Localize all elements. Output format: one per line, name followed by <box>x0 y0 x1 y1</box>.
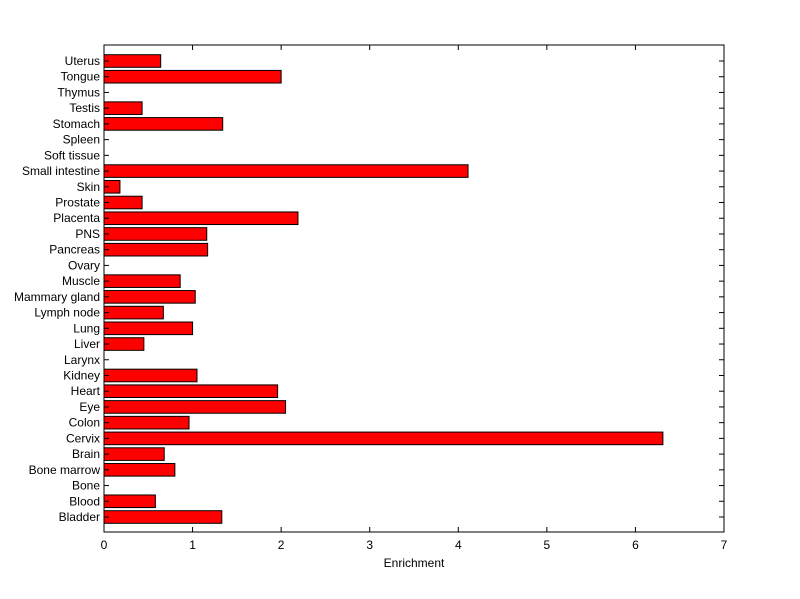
bar-colon <box>103 415 190 430</box>
y-tick-label: Bladder <box>59 510 100 524</box>
y-tick-label: Prostate <box>55 196 100 210</box>
x-tick-label: 2 <box>278 538 285 552</box>
bar-bladder <box>103 510 223 524</box>
y-tick-label: Kidney <box>63 368 100 382</box>
bar-small-intestine <box>103 164 469 178</box>
bar-brain <box>103 447 165 461</box>
bar-lymph-node <box>103 305 164 320</box>
y-tick-label: Brain <box>72 447 100 461</box>
y-tick-label: Thymus <box>57 85 100 99</box>
x-tick-label: 7 <box>721 538 728 552</box>
y-tick-label: Bone marrow <box>29 463 101 477</box>
x-tick-label: 4 <box>455 538 462 552</box>
y-tick-label: Muscle <box>62 274 100 288</box>
y-tick-label: Small intestine <box>22 164 100 178</box>
x-tick-label: 3 <box>366 538 373 552</box>
bar-testis <box>103 101 143 115</box>
bar-tongue <box>103 69 282 84</box>
y-tick-label: Pancreas <box>49 243 100 257</box>
bar-cervix <box>103 431 664 446</box>
y-tick-label: Stomach <box>53 117 100 131</box>
y-tick-label: Lung <box>73 321 100 335</box>
y-tick-label: Liver <box>74 337 100 351</box>
plot-frame <box>103 44 725 533</box>
x-tick-label: 1 <box>189 538 196 552</box>
y-tick-label: PNS <box>75 227 100 241</box>
bar-bone-marrow <box>103 463 176 477</box>
y-tick-label: Uterus <box>65 54 100 68</box>
y-tick-label: Spleen <box>63 133 100 147</box>
x-tick-label: 6 <box>632 538 639 552</box>
bar-stomach <box>103 117 224 131</box>
bar-prostate <box>103 195 143 210</box>
y-tick-label: Ovary <box>68 258 100 272</box>
bar-blood <box>103 494 156 509</box>
bar-muscle <box>103 274 181 288</box>
y-tick-label: Placenta <box>53 211 100 225</box>
x-ticks-group: 0 1 2 3 4 5 6 7 <box>101 45 728 552</box>
x-tick-label: 5 <box>544 538 551 552</box>
bar-liver <box>103 337 145 351</box>
bar-heart <box>103 384 279 399</box>
y-tick-label: Heart <box>71 384 101 398</box>
bar-mammary-gland <box>103 290 196 304</box>
x-tick-label: 0 <box>101 538 108 552</box>
bar-pns <box>103 227 208 241</box>
y-tick-label: Eye <box>79 400 100 414</box>
bar-eye <box>103 400 287 414</box>
y-tick-label: Larynx <box>64 353 100 367</box>
y-tick-label: Bone <box>72 479 100 493</box>
y-tick-label: Lymph node <box>34 306 100 320</box>
bar-kidney <box>103 368 198 383</box>
y-tick-label: Cervix <box>66 431 100 445</box>
y-tick-label: Mammary gland <box>14 290 100 304</box>
y-tick-label: Tongue <box>61 70 101 84</box>
bar-lung <box>103 321 194 336</box>
y-tick-label: Colon <box>69 416 100 430</box>
y-tick-label: Blood <box>69 494 100 508</box>
bar-pancreas <box>103 242 209 257</box>
bar-uterus <box>103 54 162 68</box>
y-tick-label: Skin <box>77 180 100 194</box>
bar-placenta <box>103 211 299 226</box>
x-axis-label: Enrichment <box>384 556 445 570</box>
y-tick-label: Testis <box>69 101 100 115</box>
y-tick-label: Soft tissue <box>44 148 100 162</box>
